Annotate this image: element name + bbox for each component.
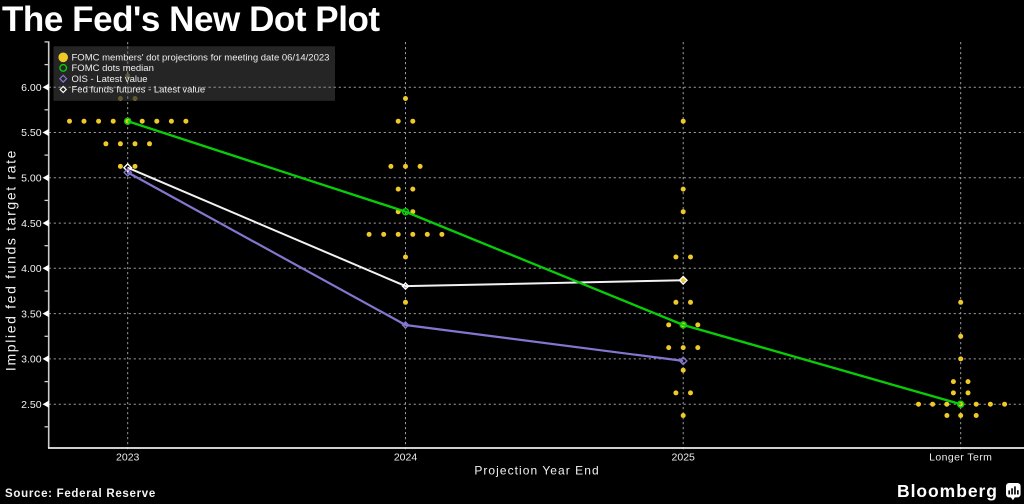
svg-text:2.50: 2.50 — [21, 399, 42, 411]
svg-text:4.00: 4.00 — [21, 263, 42, 275]
svg-text:4.50: 4.50 — [21, 218, 42, 230]
svg-text:6.00: 6.00 — [21, 82, 42, 94]
svg-text:Fed funds futures - Latest val: Fed funds futures - Latest value — [72, 85, 206, 96]
svg-text:Projection Year End: Projection Year End — [474, 464, 599, 478]
svg-text:2025: 2025 — [672, 451, 696, 463]
svg-text:5.00: 5.00 — [21, 173, 42, 185]
svg-text:FOMC dots median: FOMC dots median — [72, 63, 154, 74]
svg-text:Implied fed funds target rate: Implied fed funds target rate — [3, 149, 19, 371]
svg-text:3.00: 3.00 — [21, 354, 42, 366]
svg-text:5.50: 5.50 — [21, 127, 42, 139]
svg-text:Longer Term: Longer Term — [929, 451, 992, 463]
svg-text:3.50: 3.50 — [21, 308, 42, 320]
svg-text:2024: 2024 — [394, 451, 418, 463]
svg-text:OIS - Latest value: OIS - Latest value — [72, 74, 148, 85]
svg-text:FOMC members' dot projections: FOMC members' dot projections for meetin… — [72, 53, 330, 64]
svg-text:2023: 2023 — [116, 451, 140, 463]
